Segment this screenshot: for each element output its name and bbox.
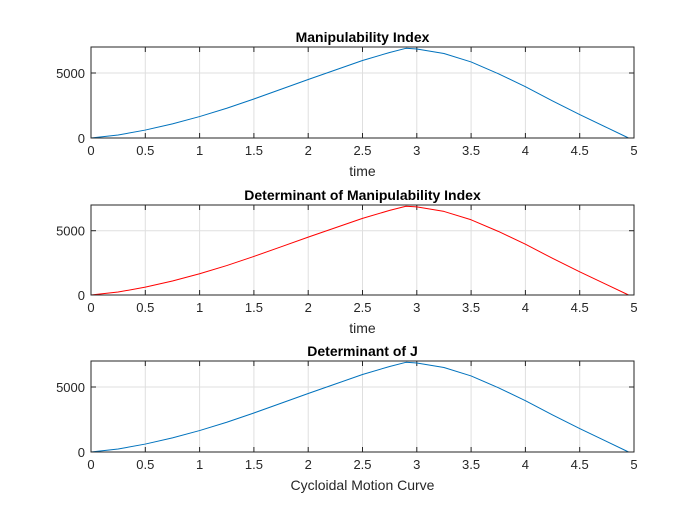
axes-box: [90, 204, 635, 296]
chart-title: Manipulability Index: [296, 29, 430, 45]
x-tick-label: 2.5: [353, 300, 371, 315]
x-tick-label: 4.5: [571, 300, 589, 315]
subplot-3: 0 0.5 1 1.5 2 2.5 3 3.5 4 4.5 5 0 5000 Determinant of…: [56, 343, 638, 493]
x-tick-label: 2.5: [353, 457, 371, 472]
subplot-2: 0 0.5 1 1.5 2 2.5 3 3.5 4 4.5 5 0 5000 Determinant of…: [56, 187, 638, 336]
x-axis-label: time: [349, 320, 376, 336]
y-tick-label: 0: [78, 445, 85, 460]
x-tick-label: 1.5: [245, 300, 263, 315]
axes-box: [90, 360, 635, 453]
x-tick-label: 2: [305, 300, 312, 315]
subplot-1: 0 0.5 1 1.5 2 2.5 3 3.5 4 4.5 5 0 5000 Manipulability…: [56, 29, 638, 179]
x-axis-label: Cycloidal Motion Curve: [291, 477, 435, 493]
y-tick-label: 5000: [56, 224, 85, 239]
x-tick-label: 1.5: [245, 143, 263, 158]
x-tick-label: 0: [87, 457, 94, 472]
x-tick-label: 4: [522, 300, 529, 315]
x-axis-label: time: [349, 163, 376, 179]
y-tick-label: 5000: [56, 380, 85, 395]
series-line-1: [90, 47, 629, 139]
chart-title: Determinant of J: [307, 343, 417, 359]
x-tick-label: 3.5: [462, 143, 480, 158]
x-tick-label: 0: [87, 143, 94, 158]
x-tick-label: 4: [522, 457, 529, 472]
axes-box: [90, 46, 635, 139]
x-tick-label: 0.5: [136, 143, 154, 158]
x-tick-label: 3.5: [462, 300, 480, 315]
x-tick-label: 5: [630, 300, 637, 315]
x-tick-label: 2: [305, 457, 312, 472]
x-tick-label: 3: [413, 457, 420, 472]
x-tick-label: 0: [87, 300, 94, 315]
y-tick-label: 0: [78, 131, 85, 146]
chart-title: Determinant of Manipulability Index: [244, 187, 481, 203]
x-tick-label: 5: [630, 143, 637, 158]
series-line-1: [90, 361, 629, 453]
x-tick-label: 3: [413, 300, 420, 315]
x-tick-label: 1.5: [245, 457, 263, 472]
x-tick-label: 1: [196, 300, 203, 315]
y-tick-label: 0: [78, 288, 85, 303]
x-tick-label: 0.5: [136, 457, 154, 472]
x-tick-label: 3.5: [462, 457, 480, 472]
x-tick-label: 4.5: [571, 143, 589, 158]
x-tick-label: 2.5: [353, 143, 371, 158]
x-tick-label: 3: [413, 143, 420, 158]
y-tick-label: 5000: [56, 66, 85, 81]
x-tick-label: 1: [196, 457, 203, 472]
x-tick-label: 1: [196, 143, 203, 158]
x-tick-label: 2: [305, 143, 312, 158]
x-tick-label: 0.5: [136, 300, 154, 315]
x-tick-label: 4.5: [571, 457, 589, 472]
series-line-1: [90, 205, 629, 296]
x-tick-label: 4: [522, 143, 529, 158]
x-tick-label: 5: [630, 457, 637, 472]
